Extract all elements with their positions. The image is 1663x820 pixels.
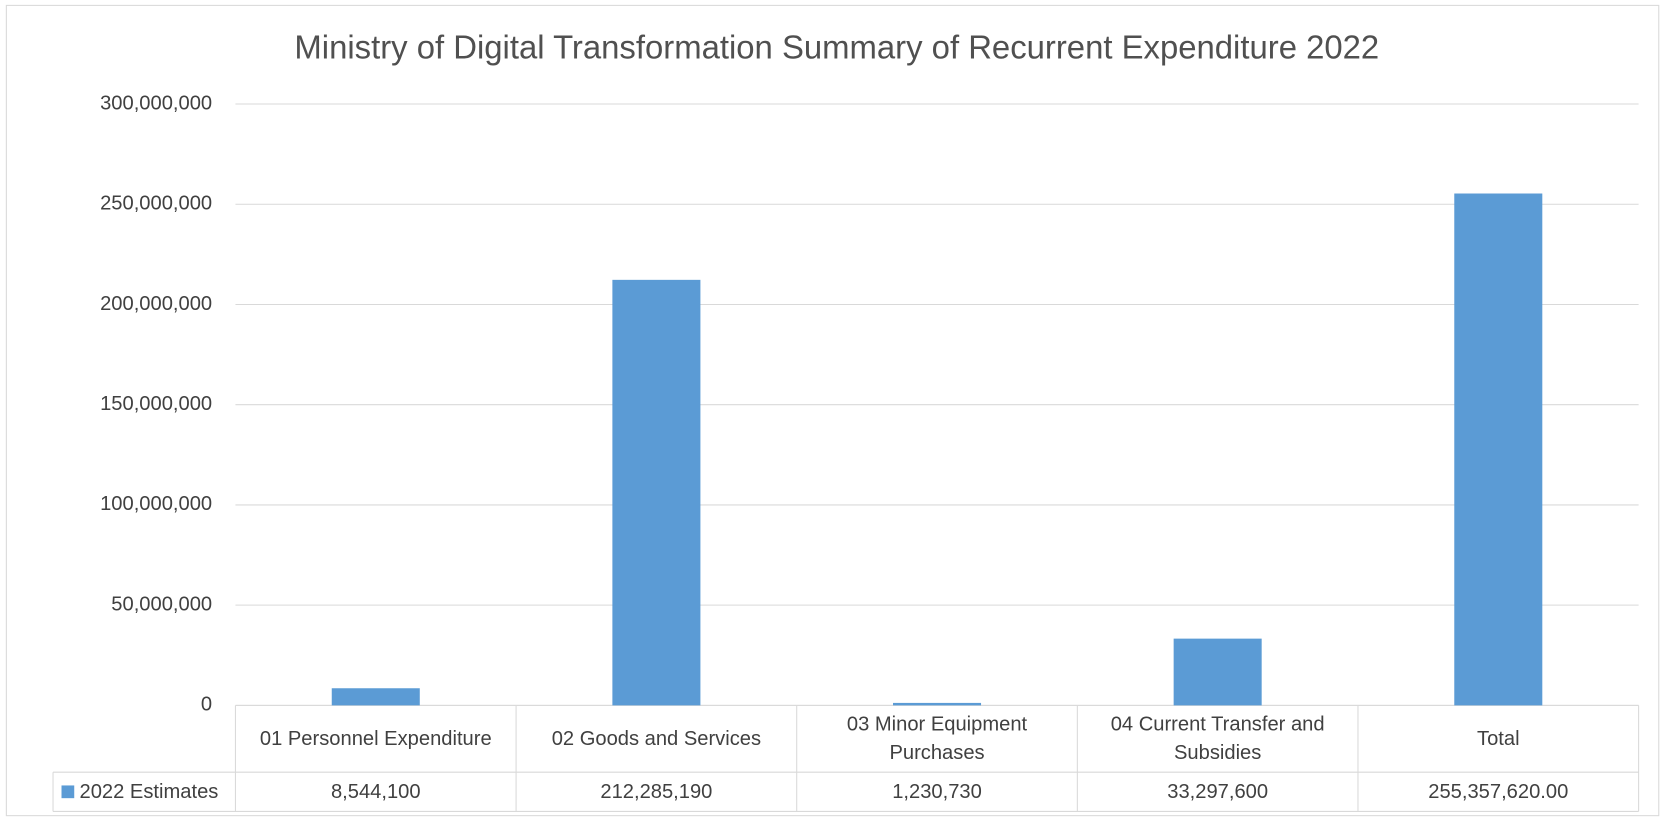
x-tick-label: 02 Goods and Services [552,728,761,750]
y-tick-label: 100,000,000 [100,493,212,515]
data-table-value: 1,230,730 [892,781,982,803]
data-table-value: 212,285,190 [600,781,712,803]
bar [1173,638,1262,706]
bar [612,279,701,706]
data-table-value: 8,544,100 [331,781,421,803]
x-tick-label: 01 Personnel Expenditure [260,728,492,750]
bar [331,688,420,706]
y-tick-label: 250,000,000 [100,193,212,215]
chart-frame [5,4,1660,817]
legend-swatch [61,785,75,799]
x-tick-label: Total [1477,728,1520,750]
bar [1454,193,1543,706]
data-table-value: 33,297,600 [1167,781,1268,803]
y-tick-label: 200,000,000 [100,293,212,315]
x-tick-label: 04 Current Transfer and Subsidies [1111,714,1325,765]
y-tick-label: 0 [201,694,212,716]
x-tick-label: 03 Minor Equipment Purchases [847,714,1028,765]
y-tick-label: 150,000,000 [100,393,212,415]
y-tick-label: 50,000,000 [111,593,212,615]
chart-title: Ministry of Digital Transformation Summa… [294,29,1379,66]
legend-label: 2022 Estimates [80,781,219,803]
y-tick-label: 300,000,000 [100,92,212,114]
data-table-value: 255,357,620.00 [1428,781,1568,803]
bar [893,702,982,706]
